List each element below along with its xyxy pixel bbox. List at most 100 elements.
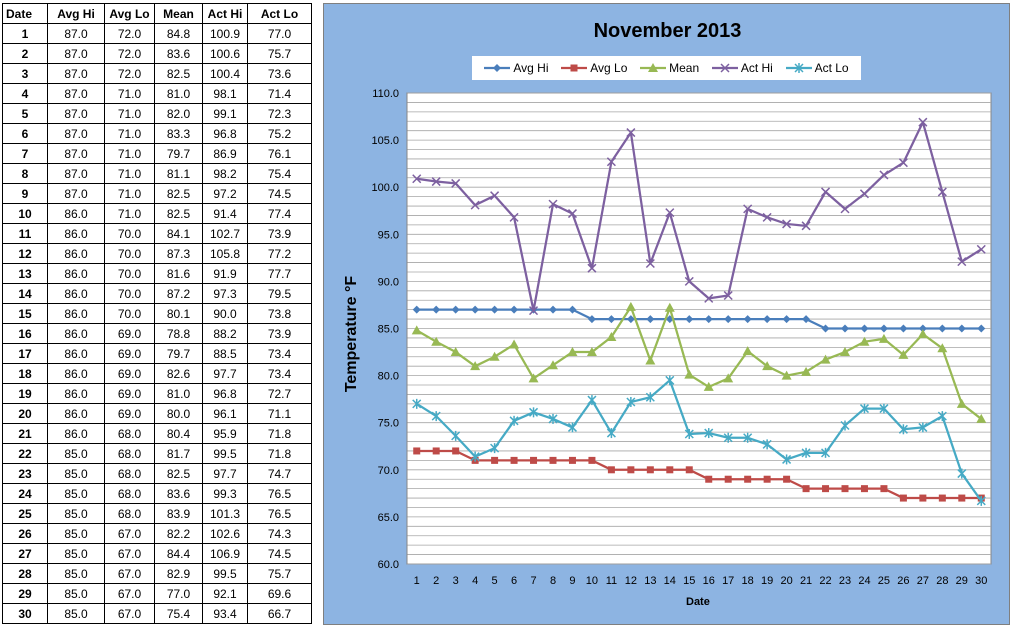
data-point [878, 333, 889, 343]
table-cell: 14 [2, 283, 48, 304]
data-point [860, 485, 868, 493]
table-cell: 77.0 [247, 23, 312, 44]
data-point [490, 305, 499, 314]
table-row: 6 87.0 71.0 83.3 96.8 75.2 [2, 123, 312, 144]
data-point [529, 306, 539, 316]
table-cell: 97.3 [202, 283, 248, 304]
table-cell: 86.0 [47, 423, 105, 444]
x-tick-label: 28 [936, 575, 948, 587]
table-cell: 73.6 [247, 63, 312, 84]
table-cell: 79.5 [247, 283, 312, 304]
y-tick-label: 85.0 [378, 324, 399, 336]
data-point [664, 302, 675, 312]
data-point [744, 475, 752, 483]
table-cell: 66.7 [247, 603, 312, 624]
table-cell: 71.0 [104, 203, 155, 224]
table-cell: 87.2 [154, 283, 203, 304]
table-cell: 87.0 [47, 83, 105, 104]
table-cell: 87.0 [47, 43, 105, 64]
series-act-hi [412, 117, 986, 316]
data-point [684, 369, 695, 379]
table-cell: 83.9 [154, 503, 203, 524]
data-point [452, 447, 460, 455]
x-tick-label: 11 [606, 575, 617, 587]
data-point [762, 212, 772, 222]
data-point [821, 324, 830, 333]
data-point [645, 355, 656, 365]
table-cell: 98.1 [202, 83, 248, 104]
data-point [918, 422, 928, 433]
table-cell: 67.0 [104, 603, 155, 624]
table-cell: 69.0 [104, 363, 155, 384]
table-row: 4 87.0 71.0 81.0 98.1 71.4 [2, 83, 312, 104]
data-point [704, 428, 714, 439]
table-cell: 70.0 [104, 223, 155, 244]
table-cell: 83.6 [154, 483, 203, 504]
chart-title: November 2013 [593, 20, 742, 42]
legend-label: Avg Hi [513, 61, 549, 75]
table-cell: 82.0 [154, 103, 203, 124]
x-tick-label: 5 [492, 575, 498, 587]
data-point [470, 200, 480, 210]
data-point [782, 454, 792, 465]
table-cell: 87.3 [154, 243, 203, 264]
table-cell: 81.1 [154, 163, 203, 184]
data-point [431, 177, 441, 187]
data-point [898, 349, 909, 359]
data-point [530, 456, 538, 464]
table-cell: 72.0 [104, 23, 155, 44]
data-point [723, 290, 733, 301]
x-tick-label: 2 [433, 575, 439, 587]
table-cell: 82.5 [154, 463, 203, 484]
table-cell: 87.0 [47, 103, 105, 124]
table-cell: 85.0 [47, 463, 105, 484]
table-cell: 85.0 [47, 503, 105, 524]
table-cell: 23 [2, 463, 48, 484]
table-cell: 17 [2, 343, 48, 364]
data-point [509, 339, 520, 349]
legend-swatch [711, 63, 738, 73]
table-cell: 86.0 [47, 343, 105, 364]
table-row: 17 86.0 69.0 79.7 88.5 73.4 [2, 343, 312, 364]
table-cell: 100.9 [202, 23, 248, 44]
data-point [937, 343, 948, 353]
data-point [820, 354, 831, 364]
table-cell: 90.0 [202, 303, 248, 324]
table-row: 26 85.0 67.0 82.2 102.6 74.3 [2, 523, 312, 544]
data-point [879, 170, 889, 180]
table-cell: 69.0 [104, 403, 155, 424]
x-tick-label: 27 [917, 575, 929, 587]
data-point [450, 347, 461, 357]
table-cell: 71.0 [104, 83, 155, 104]
data-point [451, 178, 461, 188]
x-axis-label: Date [686, 596, 710, 608]
table-cell: 82.5 [154, 203, 203, 224]
table-cell: 87.0 [47, 23, 105, 44]
data-point [529, 407, 539, 418]
data-point [782, 315, 791, 324]
y-tick-label: 80.0 [378, 371, 399, 383]
table-row: 23 85.0 68.0 82.5 97.7 74.7 [2, 463, 312, 484]
data-point [956, 398, 967, 408]
table-cell: 82.5 [154, 183, 203, 204]
table-row: 27 85.0 67.0 84.4 106.9 74.5 [2, 543, 312, 564]
table-cell: 8 [2, 163, 48, 184]
table-cell: 79.7 [154, 343, 203, 364]
data-point [898, 158, 908, 168]
chart-legend: Avg Hi Avg Lo Mean Act Hi Act Lo [472, 56, 861, 80]
table-cell: 81.0 [154, 383, 203, 404]
table-cell: 67.0 [104, 543, 155, 564]
legend-swatch [640, 63, 667, 72]
x-tick-label: 16 [703, 575, 715, 587]
data-point [665, 208, 675, 218]
table-row: 2 87.0 72.0 83.6 100.6 75.7 [2, 43, 312, 64]
table-cell: 4 [2, 83, 48, 104]
table-cell: 77.0 [154, 583, 203, 604]
table-cell: 85.0 [47, 543, 105, 564]
table-cell: 72.3 [247, 103, 312, 124]
data-point [432, 447, 440, 455]
table-cell: 71.4 [247, 83, 312, 104]
x-tick-label: 4 [472, 575, 478, 587]
table-cell: 86.0 [47, 263, 105, 284]
table-cell: 7 [2, 143, 48, 164]
